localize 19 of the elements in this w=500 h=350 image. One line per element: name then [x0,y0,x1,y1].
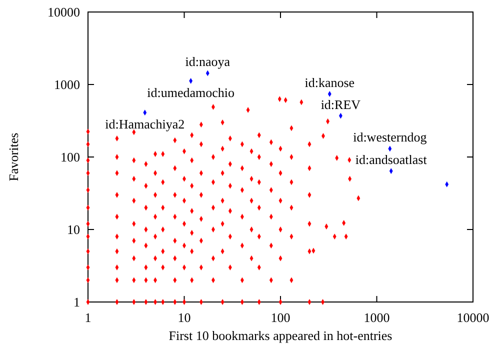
y-tick-label: 1 [74,294,80,310]
y-tick-label: 10 [67,222,80,238]
annotation: id:naoya [185,54,230,70]
x-tick-label: 100 [270,310,290,325]
annotation: id:umedamochio [147,84,234,100]
x-tick-label: 10 [178,310,191,325]
annotation: id:westerndog [353,130,428,145]
x-tick-label: 10000 [456,310,490,325]
annotation: id:Hamachiya2 [105,116,185,132]
annotation: id:kanose [304,74,355,90]
y-tick-label: 100 [60,150,80,165]
x-tick-label: 1000 [364,310,390,325]
y-axis-title: Favorites [6,132,21,182]
y-tick-label: 1000 [54,77,80,92]
x-tick-label: 1 [84,310,92,325]
annotation: id:andsoatlast [355,152,428,168]
x-axis-title: First 10 bookmarks appeared in hot-entries [168,328,392,343]
y-tick-label: 10000 [48,4,80,20]
annotation: id:REV [320,96,362,112]
